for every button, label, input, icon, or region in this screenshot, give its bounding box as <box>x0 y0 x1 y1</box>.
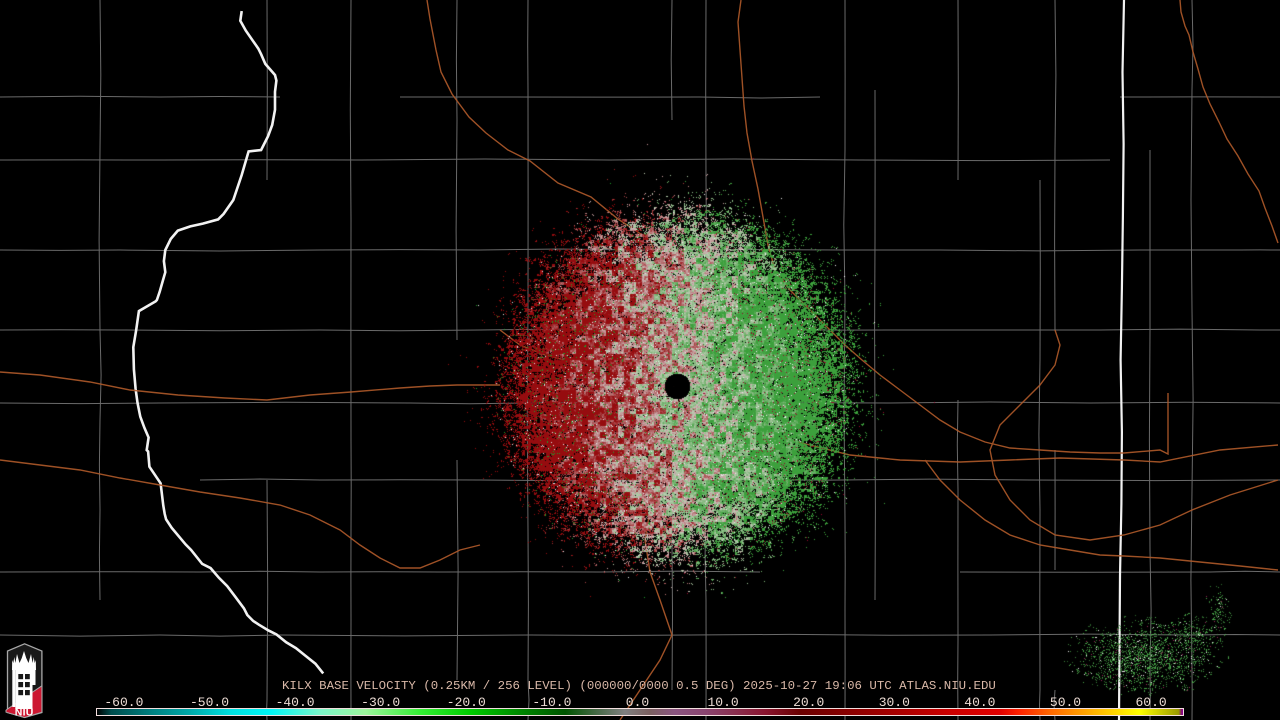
svg-text:NIU: NIU <box>15 707 34 719</box>
